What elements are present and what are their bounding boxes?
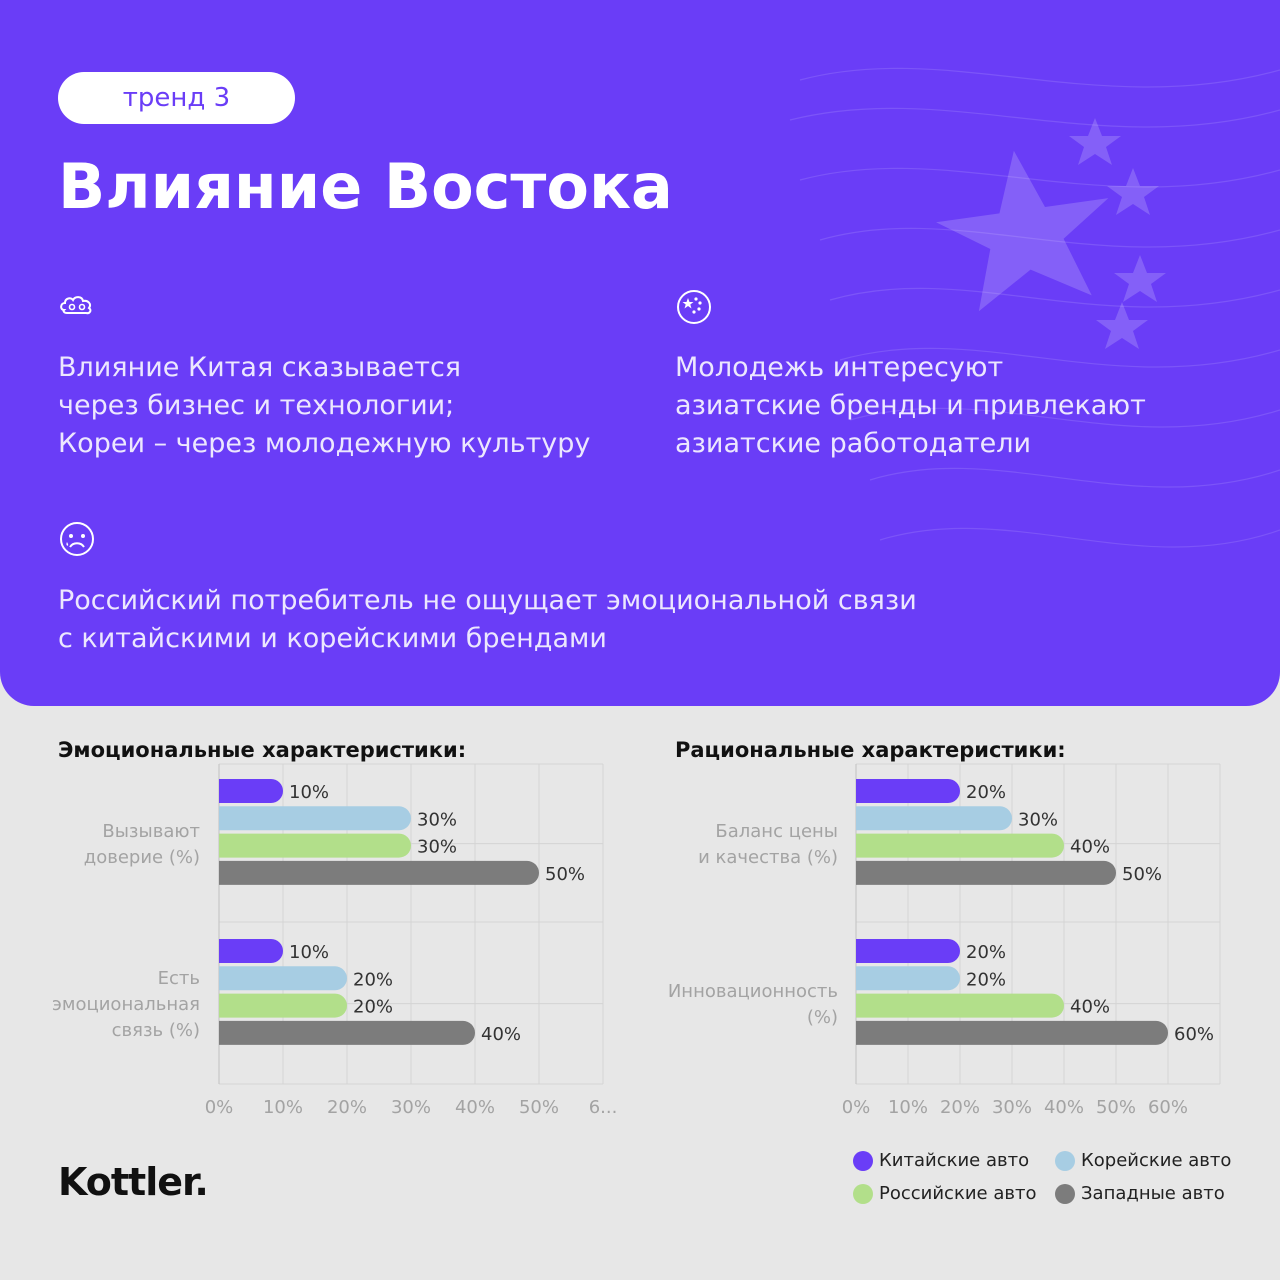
- kottler-logo: Kottler.: [58, 1160, 209, 1204]
- bar-western: [856, 860, 1116, 885]
- x-tick-label: 50%: [1096, 1097, 1136, 1118]
- x-tick-label: 0%: [205, 1097, 234, 1118]
- bar-value-label: 50%: [1122, 864, 1162, 885]
- hero-banner: тренд 3 Влияние Востока Влияние Китая ск…: [0, 0, 1280, 706]
- bar-chinese: [219, 779, 283, 803]
- rational-chart: 0% 10% 20% 30% 40% 50% 60% Баланс цены и качеств…: [668, 763, 1221, 1118]
- bar-chinese: [856, 779, 960, 803]
- point-youth-text: Молодежь интересуют азиатские бренды и п…: [675, 352, 1146, 459]
- bar-value-label: 40%: [1070, 997, 1110, 1018]
- bar-russian: [856, 993, 1064, 1018]
- bar-value-label: 30%: [417, 809, 457, 830]
- category-label: Баланс цены и качества (%): [698, 821, 838, 868]
- legend-dot-western: [1055, 1183, 1075, 1204]
- cloud-icon: [60, 296, 92, 315]
- chinese-flag-decoration: [789, 67, 1280, 548]
- bar-value-label: 40%: [1070, 837, 1110, 858]
- bar-value-label: 20%: [353, 997, 393, 1018]
- emotional-chart: 0% 10% 20% 30% 40% 50% 6... Вызывают доверие (%)…: [52, 763, 618, 1118]
- bar-russian: [219, 833, 411, 858]
- emotional-chart-title: Эмоциональные характеристики:: [58, 738, 467, 762]
- legend-label-western: Западные авто: [1081, 1183, 1225, 1204]
- legend-label-chinese: Китайские авто: [879, 1150, 1030, 1171]
- bar-value-label: 20%: [966, 782, 1006, 803]
- bar-western: [219, 860, 539, 885]
- legend-item-chinese: Китайские авто: [853, 1150, 1029, 1171]
- point-emotional-text: Российский потребитель не ощущает эмоцио…: [58, 585, 917, 654]
- x-tick-label: 0%: [842, 1097, 871, 1118]
- bar-korean: [856, 806, 1012, 831]
- legend-dot-chinese: [853, 1150, 873, 1171]
- bar-value-label: 40%: [481, 1024, 521, 1045]
- x-tick-label: 30%: [391, 1097, 431, 1118]
- x-tick-label: 40%: [455, 1097, 495, 1118]
- bar-korean: [219, 966, 347, 991]
- trend-badge-label: тренд 3: [122, 83, 231, 113]
- legend-label-russian: Российские авто: [879, 1183, 1037, 1204]
- category-label: Инновационность (%): [668, 981, 838, 1028]
- bar-chinese: [856, 939, 960, 963]
- bar-chinese: [219, 939, 283, 963]
- sad-face-icon: [60, 522, 94, 556]
- x-tick-label: 10%: [888, 1097, 928, 1118]
- x-tick-label: 6...: [589, 1097, 618, 1118]
- bar-value-label: 20%: [353, 969, 393, 990]
- bar-value-label: 20%: [966, 969, 1006, 990]
- chart-legend: Китайские авто Корейские авто Российские…: [850, 1150, 1250, 1214]
- bar-korean: [219, 806, 411, 831]
- trend-badge: тренд 3: [58, 72, 295, 124]
- bar-value-label: 50%: [545, 864, 585, 885]
- legend-item-western: Западные авто: [1055, 1183, 1225, 1204]
- big-star-decoration: [936, 150, 1109, 312]
- bar-western: [219, 1020, 476, 1045]
- bar-value-label: 10%: [289, 782, 329, 803]
- x-tick-label: 10%: [263, 1097, 303, 1118]
- legend-dot-korean: [1055, 1150, 1075, 1171]
- bar-value-label: 30%: [1018, 809, 1058, 830]
- bar-korean: [856, 966, 960, 991]
- legend-item-korean: Корейские авто: [1055, 1150, 1231, 1171]
- rational-chart-title: Рациональные характеристики:: [675, 738, 1066, 762]
- stars-circle-icon: [677, 290, 711, 324]
- bar-value-label: 10%: [289, 942, 329, 963]
- x-tick-label: 20%: [327, 1097, 367, 1118]
- page-title: Влияние Востока: [58, 150, 673, 223]
- bar-russian: [856, 833, 1064, 858]
- point-china-korea-text: Влияние Китая сказывается через бизнес и…: [58, 352, 591, 459]
- bar-russian: [219, 993, 347, 1018]
- legend-item-russian: Российские авто: [853, 1183, 1036, 1204]
- bar-value-label: 30%: [417, 837, 457, 858]
- bar-value-label: 20%: [966, 942, 1006, 963]
- category-label: Есть эмоциональная связь (%): [52, 968, 200, 1041]
- x-tick-label: 20%: [940, 1097, 980, 1118]
- x-tick-label: 30%: [992, 1097, 1032, 1118]
- x-tick-label: 40%: [1044, 1097, 1084, 1118]
- bar-value-label: 60%: [1174, 1024, 1214, 1045]
- legend-dot-russian: [853, 1183, 873, 1204]
- bar-western: [856, 1020, 1168, 1045]
- category-label: Вызывают доверие (%): [84, 821, 200, 868]
- x-tick-label: 60%: [1148, 1097, 1188, 1118]
- x-tick-label: 50%: [519, 1097, 559, 1118]
- legend-label-korean: Корейские авто: [1081, 1150, 1232, 1171]
